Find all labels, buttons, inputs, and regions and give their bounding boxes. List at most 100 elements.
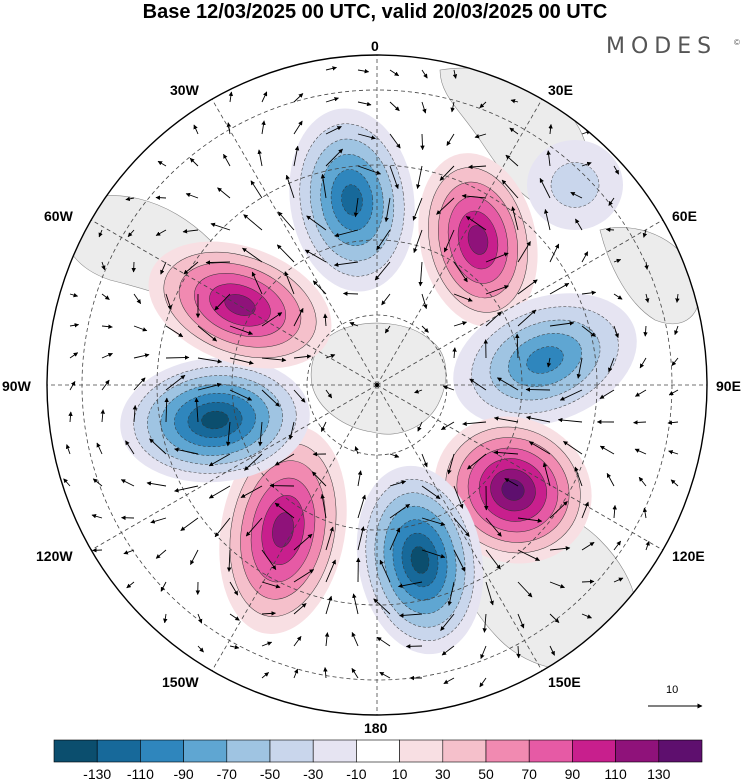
lon-label-60e: 60E [672, 208, 697, 224]
wind-arrow [549, 645, 555, 656]
wind-arrow [446, 133, 455, 146]
wind-arrow [226, 122, 232, 135]
wind-arrow [352, 593, 359, 615]
wind-arrow [160, 581, 167, 592]
wind-arrow [452, 347, 457, 359]
wind-arrow [373, 598, 391, 615]
wind-arrow [190, 549, 199, 565]
colorbar-bin [53, 739, 98, 763]
wind-arrow [325, 126, 342, 135]
wind-arrow [261, 389, 280, 407]
wind-arrow [229, 613, 240, 621]
wind-arrow [668, 450, 679, 455]
wind-arrow [101, 261, 106, 271]
wind-arrow [517, 279, 538, 295]
wind-arrow [174, 447, 199, 455]
wind-arrow [581, 501, 589, 519]
wind-arrow [469, 378, 487, 391]
wind-arrow [288, 421, 295, 440]
colorbar-tick-label: 130 [647, 766, 671, 782]
wind-arrow [284, 271, 295, 295]
lon-label-180: 180 [364, 720, 388, 736]
wind-arrow [453, 549, 466, 572]
colorbar-tick-label: -130 [83, 766, 112, 782]
wind-arrow [417, 421, 423, 432]
wind-arrow [671, 357, 679, 367]
wind-arrow [325, 559, 336, 583]
wind-arrow [214, 293, 231, 311]
colorbar-bin [528, 739, 573, 763]
wind-arrow [516, 645, 521, 659]
wind-arrow [485, 311, 502, 327]
wind-arrow [157, 160, 167, 167]
wind-arrow [645, 540, 650, 551]
wind-arrow [485, 581, 494, 606]
wind-arrow [242, 247, 263, 263]
wind-arrow [325, 526, 334, 551]
wind-arrow [325, 595, 333, 615]
lon-label-150w: 150W [162, 674, 199, 690]
anomaly-low-160E [356, 465, 484, 655]
wind-arrow [155, 549, 167, 559]
wind-arrow [526, 415, 551, 423]
wind-arrow [613, 258, 622, 264]
colorbar-tick-label: -10 [346, 766, 367, 782]
wind-arrow [563, 441, 583, 455]
lon-label-0: 0 [371, 38, 379, 54]
wind-arrow [376, 636, 391, 647]
wind-arrow [575, 218, 583, 231]
wind-arrow [229, 581, 239, 596]
wind-arrow [146, 481, 167, 487]
wind-arrow [194, 397, 199, 423]
wind-arrow [485, 549, 501, 570]
wind-arrow [293, 354, 312, 359]
wind-arrow [414, 389, 423, 394]
wind-arrow [379, 559, 391, 583]
wind-arrow [357, 470, 363, 487]
wind-arrow [96, 442, 103, 455]
wind-arrow [479, 677, 487, 688]
wind-arrow [276, 244, 295, 263]
wind-arrow [504, 478, 519, 487]
wind-arrow [293, 636, 302, 647]
wind-arrow [381, 293, 391, 306]
colorbar-bin [312, 739, 357, 763]
wind-arrow [511, 206, 519, 231]
wind-arrow [421, 101, 427, 114]
wind-arrow [257, 149, 263, 167]
colorbar-bin [615, 739, 660, 763]
wind-arrow [293, 533, 313, 551]
wind-arrow [357, 494, 366, 519]
wind-arrow [644, 293, 650, 303]
wind-arrow [98, 229, 103, 238]
lon-label-120w: 120W [36, 548, 73, 564]
wind-arrow [214, 517, 231, 538]
lon-label-90w: 90W [2, 378, 31, 394]
wind-arrow [416, 165, 423, 189]
wind-arrow [320, 173, 327, 199]
wind-arrow [613, 293, 623, 300]
wind-arrow [183, 261, 199, 275]
meridian-line [91, 219, 378, 386]
wind-arrow [612, 504, 617, 519]
wind-arrow [559, 389, 583, 401]
colorbar-tick-label: -90 [173, 766, 194, 782]
wind-arrow [197, 645, 204, 653]
wind-arrow [250, 180, 263, 199]
wind-arrow [311, 471, 327, 487]
wind-arrow [517, 309, 537, 327]
wind-arrow [581, 613, 592, 619]
wind-arrow [325, 66, 337, 71]
wind-arrow [160, 261, 167, 275]
wind-arrow [261, 611, 276, 616]
wind-arrow [357, 68, 370, 74]
wind-arrow [251, 271, 263, 295]
wind-arrow [69, 292, 79, 298]
wind-arrow [149, 438, 167, 455]
wind-arrow [63, 478, 71, 487]
wind-arrow [150, 517, 167, 524]
anomaly-contour [550, 162, 600, 208]
wind-arrow [581, 325, 596, 337]
wind-arrow [440, 421, 455, 431]
